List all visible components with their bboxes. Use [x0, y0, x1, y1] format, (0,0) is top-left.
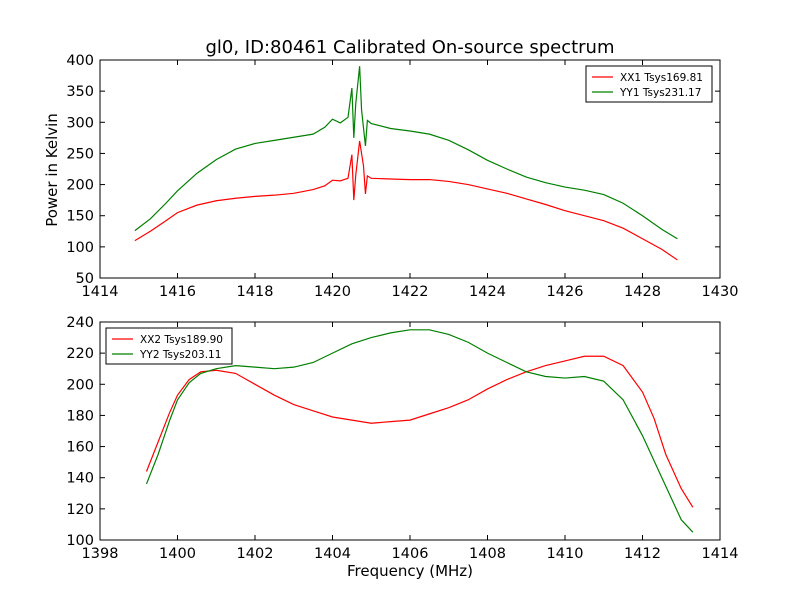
- series-line-bottom-1: [145, 355, 694, 508]
- x-tick-label-top: 1430: [702, 284, 739, 300]
- legend-label-bottom-1: XX2 Tsys189.90: [140, 334, 223, 346]
- series-line-top-1: [134, 140, 678, 261]
- y-tick-label-bottom: 220: [66, 346, 94, 362]
- x-tick-label-top: 1416: [159, 284, 196, 300]
- legend-box-bottom: [105, 327, 233, 365]
- x-tick-label-bottom: 1400: [159, 546, 196, 562]
- x-axis-label-bottom: Frequency (MHz): [347, 562, 473, 580]
- y-tick-label-top: 50: [76, 271, 94, 287]
- x-tick-label-bottom: 1412: [624, 546, 661, 562]
- x-tick-label-top: 1426: [547, 284, 584, 300]
- x-tick-label-top: 1414: [82, 284, 119, 300]
- y-tick-label-top: 150: [66, 209, 94, 225]
- x-tick-label-top: 1428: [624, 284, 661, 300]
- y-tick-label-top: 300: [66, 115, 94, 131]
- y-tick-label-top: 200: [66, 178, 94, 194]
- x-tick-label-bottom: 1410: [547, 546, 584, 562]
- y-tick-label-top: 250: [66, 146, 94, 162]
- x-tick-label-bottom: 1402: [237, 546, 274, 562]
- y-tick-label-bottom: 160: [66, 440, 94, 456]
- x-tick-label-bottom: 1404: [314, 546, 351, 562]
- y-tick-label-bottom: 140: [66, 471, 94, 487]
- x-tick-label-top: 1424: [469, 284, 506, 300]
- x-tick-label-bottom: 1414: [702, 546, 739, 562]
- charts: 1414 1416 1418 1420 1422 1424 1426 1428 1430 50 10…: [66, 53, 738, 562]
- x-tick-label-bottom: 1408: [469, 546, 506, 562]
- x-tick-label-top: 1422: [392, 284, 429, 300]
- legend-top: XX1 Tsys169.81 YY1 Tsys231.17: [585, 65, 713, 103]
- legend-label-bottom-2: YY2 Tsys203.11: [139, 349, 221, 361]
- chart-top: 1414 1416 1418 1420 1422 1424 1426 1428 1430 50 10…: [66, 53, 738, 300]
- x-tick-label-top: 1420: [314, 284, 351, 300]
- legend-label-top-1: XX1 Tsys169.81: [620, 72, 703, 84]
- y-tick-label-bottom: 120: [66, 502, 94, 518]
- legend-box-top: [585, 65, 713, 103]
- y-tick-label-top: 400: [66, 53, 94, 69]
- y-tick-label-top: 350: [66, 84, 94, 100]
- x-tick-label-bottom: 1398: [82, 546, 119, 562]
- y-axis-label-top: Power in Kelvin: [43, 113, 61, 227]
- y-tick-label-bottom: 100: [66, 533, 94, 549]
- y-tick-label-top: 100: [66, 240, 94, 256]
- y-tick-label-bottom: 240: [66, 315, 94, 331]
- legend-label-top-2: YY1 Tsys231.17: [619, 87, 701, 99]
- x-tick-label-top: 1418: [237, 284, 274, 300]
- series-line-top-2: [134, 66, 678, 240]
- chart-bottom: 1398 1400 1402 1404 1406 1408 1410 1412 1414 100 1…: [66, 315, 738, 562]
- x-tick-label-bottom: 1406: [392, 546, 429, 562]
- y-tick-label-bottom: 180: [66, 408, 94, 424]
- y-tick-label-bottom: 200: [66, 377, 94, 393]
- legend-bottom: XX2 Tsys189.90 YY2 Tsys203.11: [105, 327, 233, 365]
- series-line-bottom-2: [145, 329, 694, 533]
- chart-title: gl0, ID:80461 Calibrated On-source spect…: [205, 37, 614, 58]
